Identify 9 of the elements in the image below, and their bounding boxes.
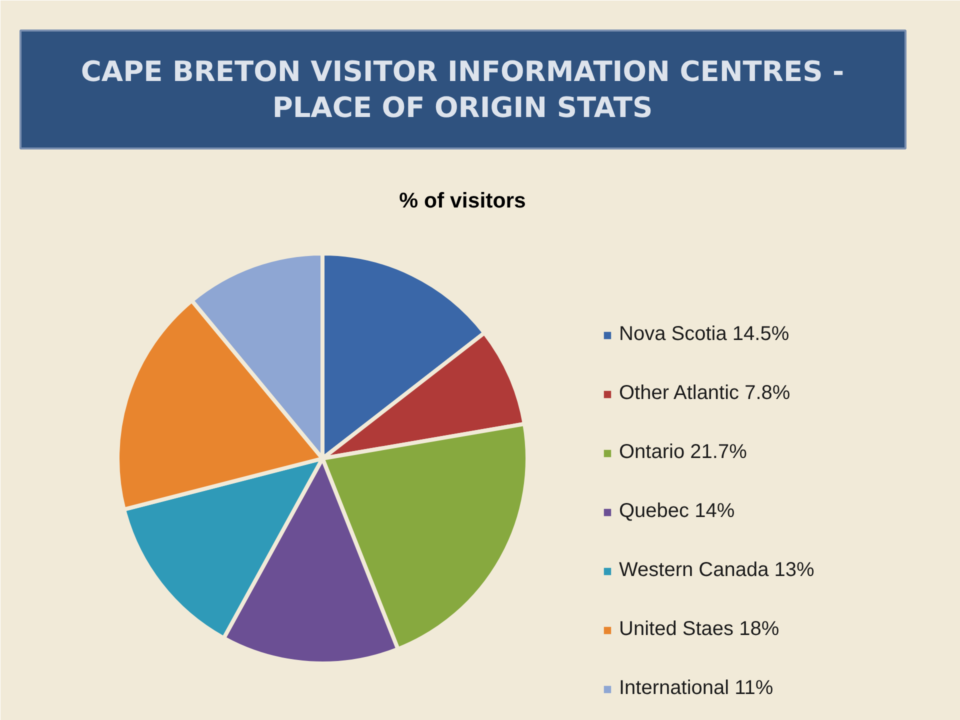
legend-label: United Staes 18% (619, 618, 780, 641)
chart-title: CAPE BRETON VISITOR INFORMATION CENTRES - PLACE OF ORIGIN STATS (80, 54, 844, 124)
legend-label: Other Atlantic 7.8% (619, 382, 790, 405)
chart-subtitle: % of visitors (399, 188, 526, 212)
legend-label: Quebec 14% (619, 500, 735, 523)
legend-label: Ontario 21.7% (619, 441, 747, 464)
legend-label: Nova Scotia 14.5% (619, 323, 790, 346)
legend-label: Western Canada 13% (619, 559, 814, 582)
legend-label: International 11% (619, 677, 774, 700)
